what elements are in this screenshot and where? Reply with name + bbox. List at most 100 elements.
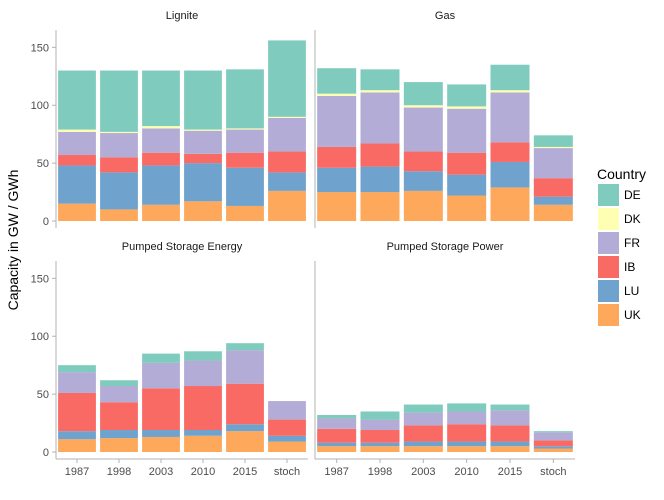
- bar-segment-fr-2015: [490, 92, 530, 143]
- bar-segment-fr-1998: [360, 92, 400, 144]
- bar-segment-fr-2003: [142, 362, 180, 389]
- bar-segment-de-1998: [360, 411, 400, 420]
- bar-segment-lu-2015: [226, 424, 264, 432]
- bar-segment-de-1998: [100, 380, 138, 387]
- legend-item-ib: IB: [598, 256, 635, 278]
- bar-segment-de-2010: [184, 70, 222, 130]
- bar-segment-uk-1987: [317, 446, 357, 452]
- bar-segment-ib-1998: [360, 143, 400, 167]
- bar-segment-de-1998: [360, 69, 400, 91]
- facet-title: Pumped Storage Energy: [122, 241, 243, 253]
- bar-segment-de-2003: [142, 353, 180, 363]
- x-tick-label: 2010: [191, 466, 215, 478]
- bar-segment-uk-2010: [184, 435, 222, 452]
- bar-segment-fr-1987: [58, 131, 96, 156]
- bar-segment-de-2010: [447, 84, 487, 107]
- x-tick-label: 2015: [233, 466, 257, 478]
- bar-segment-lu-2003: [403, 441, 443, 447]
- bar-segment-de-1987: [58, 365, 96, 373]
- x-tick-label: 2015: [498, 466, 522, 478]
- bar-segment-ib-2003: [142, 152, 180, 166]
- x-tick-label: 1987: [324, 466, 348, 478]
- bar-segment-dk-2010: [447, 106, 487, 109]
- legend-label: UK: [624, 308, 641, 322]
- bar-segment-fr-1998: [100, 133, 138, 158]
- x-tick-label: stoch: [540, 466, 566, 478]
- bar-segment-lu-1987: [317, 167, 357, 193]
- bar-segment-dk-1987: [58, 129, 96, 132]
- y-tick-label: 50: [37, 389, 49, 401]
- bar-segment-fr-2003: [403, 412, 443, 426]
- bar-segment-uk-2015: [226, 205, 264, 221]
- bar-segment-lu-1987: [58, 165, 96, 204]
- bar-segment-de-2003: [403, 404, 443, 413]
- y-tick-label: 0: [43, 216, 49, 228]
- bar-segment-fr-2015: [226, 129, 264, 153]
- bar-segment-lu-2015: [490, 161, 530, 188]
- bar-segment-uk-1998: [360, 192, 400, 221]
- bar-segment-lu-stoch: [268, 435, 306, 442]
- bar-segment-lu-1987: [58, 431, 96, 440]
- bar-segment-ib-2010: [447, 424, 487, 442]
- bar-segment-de-2003: [142, 70, 180, 127]
- bar-segment-ib-1998: [100, 157, 138, 173]
- bar-segment-lu-2010: [447, 174, 487, 196]
- bar-segment-fr-2015: [490, 410, 530, 426]
- y-tick-label: 0: [43, 447, 49, 459]
- bar-segment-lu-1987: [317, 442, 357, 447]
- bar-segment-fr-2015: [226, 350, 264, 384]
- facet-pumped-storage-energy: Pumped Storage Energy 0 50 100 150 1987 1998 20…: [31, 241, 308, 478]
- bar-segment-fr-1987: [58, 372, 96, 393]
- bar-segment-uk-2015: [226, 431, 264, 452]
- bar-segment-dk-stoch: [268, 116, 306, 118]
- bar-segment-lu-1998: [100, 172, 138, 210]
- bar-segment-fr-1998: [360, 419, 400, 431]
- bar-segment-dk-1987: [317, 93, 357, 96]
- bar-segment-uk-2003: [403, 446, 443, 452]
- y-tick-label: 50: [37, 158, 49, 170]
- bar-segment-fr-2003: [403, 107, 443, 152]
- bar-segment-de-2015: [490, 404, 530, 411]
- bar-segment-fr-1987: [317, 95, 357, 147]
- legend-swatch: [598, 280, 619, 302]
- legend-swatch: [598, 208, 619, 230]
- facet-title: Gas: [435, 10, 456, 22]
- bar-segment-fr-2010: [447, 411, 487, 425]
- bar-segment-de-2015: [226, 343, 264, 351]
- legend-swatch: [598, 304, 619, 326]
- bar-segment-de-1987: [317, 414, 357, 419]
- bar-segment-lu-2010: [184, 430, 222, 436]
- legend-swatch: [598, 232, 619, 254]
- bar-segment-lu-2015: [226, 167, 264, 206]
- legend-item-de: DE: [598, 184, 641, 206]
- bar-segment-ib-2003: [403, 425, 443, 442]
- bar-segment-lu-1998: [360, 442, 400, 447]
- bar-segment-uk-2003: [142, 204, 180, 221]
- bar-segment-ib-stoch: [533, 178, 573, 197]
- bar-segment-de-2015: [490, 64, 530, 91]
- bar-segment-dk-stoch: [533, 146, 573, 149]
- bar-segment-uk-2003: [142, 436, 180, 452]
- bar-segment-dk-1998: [100, 131, 138, 134]
- x-tick-label: 2003: [411, 466, 435, 478]
- bar-segment-fr-stoch: [268, 401, 306, 420]
- bar-segment-de-1987: [58, 70, 96, 130]
- bar-segment-dk-2015: [226, 128, 264, 130]
- bar-segment-lu-2003: [403, 171, 443, 191]
- x-tick-label: stoch: [274, 466, 300, 478]
- bar-segment-uk-2003: [403, 190, 443, 221]
- bar-segment-uk-2010: [447, 195, 487, 221]
- bar-segment-uk-2015: [490, 187, 530, 221]
- bar-segment-ib-2010: [184, 386, 222, 431]
- x-tick-label: 2010: [454, 466, 478, 478]
- bar-segment-lu-1998: [100, 430, 138, 439]
- bar-segment-uk-stoch: [268, 190, 306, 221]
- bar-segment-fr-stoch: [533, 432, 573, 441]
- bar-segment-uk-stoch: [533, 204, 573, 221]
- bar-segment-lu-2010: [447, 441, 487, 447]
- bar-segment-lu-stoch: [268, 172, 306, 191]
- bar-segment-uk-1998: [100, 438, 138, 452]
- bar-segment-uk-2015: [490, 446, 530, 452]
- legend-item-uk: UK: [598, 304, 641, 326]
